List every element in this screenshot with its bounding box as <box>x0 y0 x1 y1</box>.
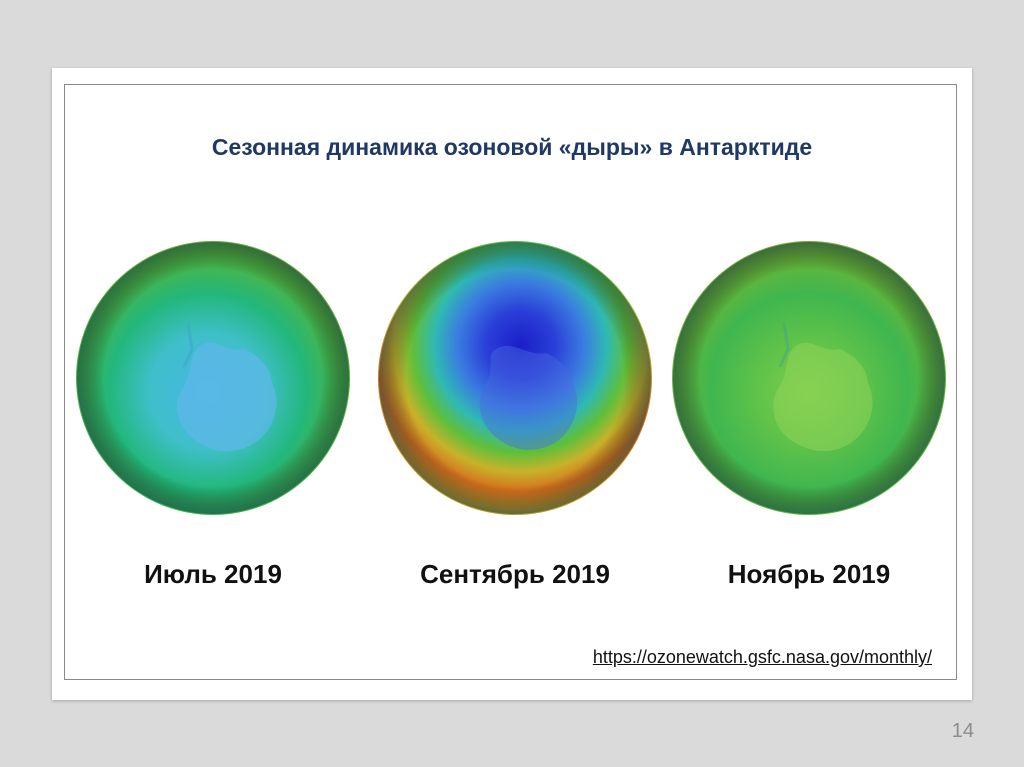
page-number: 14 <box>951 720 974 742</box>
ozone-map-september <box>378 241 652 515</box>
slide-title: Сезонная динамика озоновой «дыры» в Анта… <box>211 134 813 160</box>
ozone-map-july-icon <box>76 241 350 515</box>
slide-frame <box>64 84 957 680</box>
caption-november: Ноябрь 2019 <box>727 559 891 589</box>
ozone-map-july <box>76 241 350 515</box>
ozone-map-november-icon <box>672 241 946 515</box>
caption-september: Сентябрь 2019 <box>420 559 610 589</box>
caption-july: Июль 2019 <box>144 559 282 589</box>
slide: Сезонная динамика озоновой «дыры» в Анта… <box>52 68 972 700</box>
source-link[interactable]: https://ozonewatch.gsfc.nasa.gov/monthly… <box>592 647 932 667</box>
ozone-map-september-icon <box>378 241 652 515</box>
ozone-map-november <box>672 241 946 515</box>
